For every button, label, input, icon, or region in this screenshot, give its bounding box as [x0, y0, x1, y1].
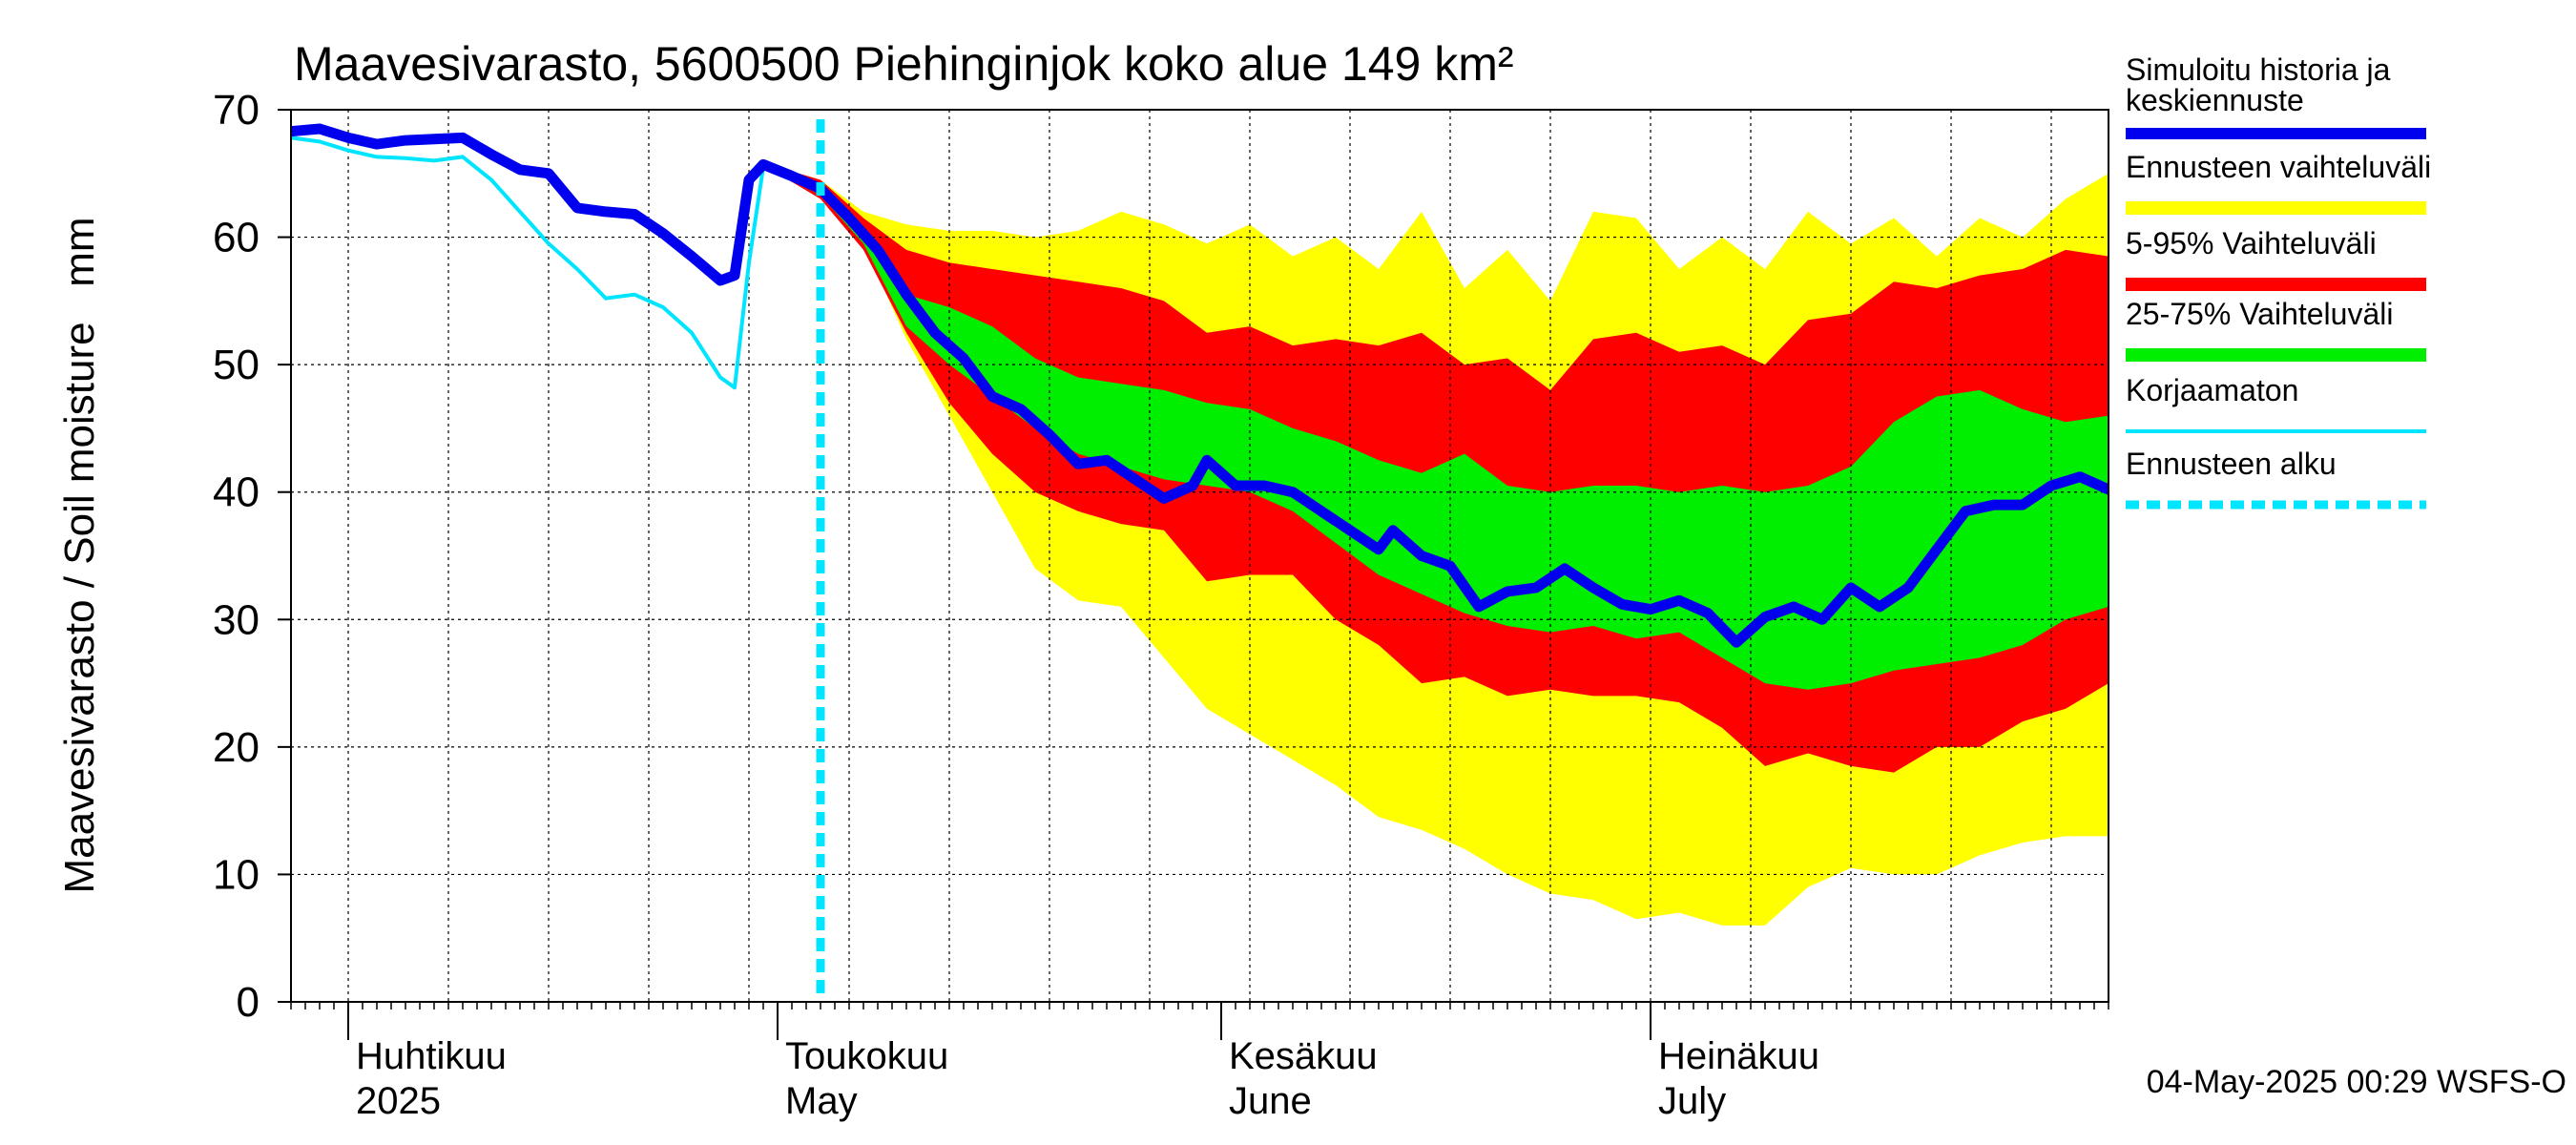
y-tick-label: 0 [237, 979, 260, 1026]
x-month-label-en: July [1658, 1080, 1726, 1122]
legend-label: keskiennuste [2126, 83, 2304, 117]
x-month-label-fi: Kesäkuu [1229, 1035, 1378, 1077]
x-month-label-fi: Huhtikuu [356, 1035, 507, 1077]
series-line-simuloitu-historia-ja-keskiennuste [291, 123, 2109, 648]
series-lines [291, 123, 2109, 648]
x-month-label-fi: Toukokuu [785, 1035, 948, 1077]
footer-timestamp: 04-May-2025 00:29 WSFS-O [2147, 1064, 2566, 1100]
y-tick-label: 70 [213, 87, 260, 134]
legend-item-5-95-vaihteluv-li: 5-95% Vaihteluväli [2126, 226, 2426, 291]
y-tick-label: 30 [213, 596, 260, 643]
legend-label: Korjaamaton [2126, 373, 2298, 407]
y-tick-label: 50 [213, 342, 260, 388]
legend-label: 5-95% Vaihteluväli [2126, 226, 2377, 260]
legend-label: 25-75% Vaihteluväli [2126, 297, 2393, 331]
y-tick-label: 10 [213, 851, 260, 898]
legend-item-25-75-vaihteluv-li: 25-75% Vaihteluväli [2126, 297, 2426, 362]
chart-title: Maavesivarasto, 5600500 Piehinginjok kok… [294, 37, 1514, 91]
x-month-label-en: 2025 [356, 1080, 441, 1122]
y-axis-label: Maavesivarasto / Soil moisture mm [56, 217, 103, 893]
legend-label: Simuloitu historia ja [2126, 52, 2391, 87]
legend-label: Ennusteen vaihteluväli [2126, 150, 2431, 184]
x-month-label-en: June [1229, 1080, 1312, 1122]
range-bands [778, 167, 2109, 926]
band-25-75-vaihteluv-li [778, 169, 2109, 690]
plot-frame [290, 109, 2109, 1003]
legend-item-korjaamaton: Korjaamaton [2126, 373, 2426, 433]
y-tick-label: 60 [213, 215, 260, 261]
x-month-label-fi: Heinäkuu [1658, 1035, 1819, 1077]
y-tick-label: 20 [213, 724, 260, 771]
legend-label: Ennusteen alku [2126, 447, 2337, 481]
series-line-korjaamaton [291, 135, 822, 390]
x-month-label-en: May [785, 1080, 858, 1122]
legend-item-ennusteen-vaihteluv-li: Ennusteen vaihteluväli [2126, 150, 2431, 215]
legend-item-ennusteen-alku: Ennusteen alku [2126, 447, 2426, 510]
y-tick-label: 40 [213, 469, 260, 516]
